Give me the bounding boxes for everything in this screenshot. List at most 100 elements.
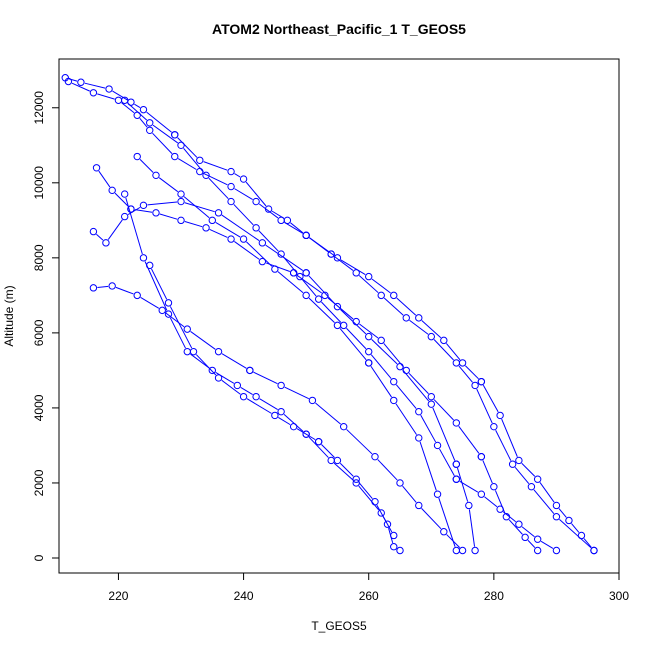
flight-profile-series [64,77,335,258]
flight-profile-series [302,231,486,386]
data-point [339,422,348,431]
y-tick-label: 6000 [32,319,46,346]
series-line-segment [508,519,523,535]
data-point [515,520,523,528]
series-line-segment [459,480,479,493]
data-point [239,175,248,183]
data-point [139,201,148,210]
series-line-segment [484,496,498,508]
data-point [108,186,116,195]
data-point [427,400,435,408]
series-line-segment [468,509,476,547]
series-line-segment [240,387,253,396]
series-line-segment [190,353,210,369]
series-line-segment [146,111,172,133]
data-point [277,381,285,390]
data-point [496,411,504,420]
data-point [105,85,113,93]
series-line-segment [283,256,298,274]
data-point [158,306,166,315]
data-point [365,347,373,356]
flight-profile-series [327,250,598,555]
data-point [333,321,342,330]
series-line-segment [558,508,567,518]
series-line-segment [458,365,473,383]
data-point [390,291,398,300]
data-point [208,216,216,225]
series-line-segment [540,540,554,549]
series-line-segment [296,428,316,441]
series-line-segment [258,230,279,252]
data-point [258,257,267,266]
series-line-segment [409,319,429,335]
data-point [120,96,129,104]
series-line-segment [501,418,518,457]
series-line-segment [376,504,386,521]
data-point [271,411,279,420]
data-point [377,509,385,517]
data-point [508,460,517,468]
data-point [458,546,467,555]
data-point [371,452,379,461]
series-line-segment [457,467,469,502]
data-point [452,546,461,555]
flight-profile-series [146,261,323,446]
series-line-segment [339,309,367,335]
data-point [390,543,398,551]
series-line-segment [465,365,479,380]
data-point [208,366,216,375]
series-line-segment [121,102,135,114]
series-line-segment [96,233,104,241]
data-point [277,250,285,258]
data-point [427,392,435,401]
data-point [565,516,573,525]
data-point [114,96,123,104]
data-point [64,77,73,86]
series-line-segment [277,271,304,294]
data-point [365,332,373,341]
series-line-segment [559,519,592,549]
data-point [496,505,504,513]
data-point [533,546,542,555]
flight-profile-series [452,475,561,555]
series-line-segment [184,202,215,213]
series-line-segment [190,331,216,350]
series-line-segment [278,417,291,426]
series-line-segment [209,229,228,238]
data-point [490,483,498,491]
series-line-segment [246,398,272,414]
data-point [533,475,542,483]
data-point [277,407,285,416]
series-line-segment [433,399,454,421]
series-line-segment [203,172,228,186]
data-point [452,460,461,468]
chart-title: ATOM2 Northeast_Pacific_1 T_GEOS5 [212,21,466,37]
data-point [327,250,335,258]
data-point [333,456,342,465]
data-point [440,528,448,536]
series-line-segment [290,222,304,234]
flight-profile-series [89,282,254,375]
series-line-segment [215,221,241,238]
data-point [552,513,561,521]
data-point [521,533,529,542]
data-point [452,475,461,483]
series-line-segment [358,275,379,294]
series-line-segment [221,353,247,369]
flight-profile-series [246,366,467,555]
series-line-segment [184,220,203,228]
y-axis-ticks: 0 2000 4000 6000 8000 10000 12000 [32,91,59,561]
data-point [271,265,279,273]
y-tick-label: 4000 [32,394,46,421]
data-point [152,171,160,180]
data-point [415,434,423,442]
series-line-segment [446,534,461,549]
data-point [227,197,235,206]
flight-profile-series [302,430,398,540]
series-line-segment [97,93,115,100]
data-point [415,407,423,416]
series-line-segment [421,320,442,339]
data-point [102,239,110,247]
series-line-segment [165,312,185,328]
series-line-segment [147,201,178,206]
